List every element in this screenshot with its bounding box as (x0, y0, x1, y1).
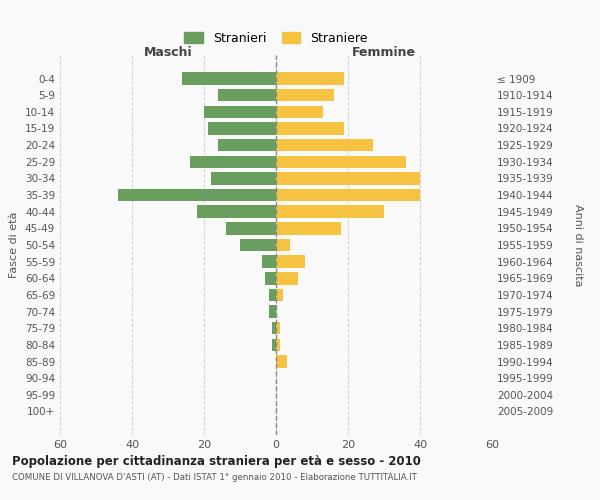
Text: COMUNE DI VILLANOVA D'ASTI (AT) - Dati ISTAT 1° gennaio 2010 - Elaborazione TUTT: COMUNE DI VILLANOVA D'ASTI (AT) - Dati I… (12, 472, 417, 482)
Bar (265, 272, 276, 284)
Bar (276, 156, 406, 168)
Text: Femmine: Femmine (352, 46, 416, 59)
Bar (272, 322, 276, 334)
Bar (211, 172, 276, 184)
Bar (276, 72, 344, 85)
Bar (218, 89, 276, 102)
Bar (276, 89, 334, 102)
Bar (118, 189, 276, 202)
Bar (276, 122, 344, 134)
Bar (276, 322, 280, 334)
Bar (276, 189, 420, 202)
Bar (226, 222, 276, 234)
Bar (190, 156, 276, 168)
Bar (276, 106, 323, 118)
Y-axis label: Fasce di età: Fasce di età (10, 212, 19, 278)
Bar (276, 172, 420, 184)
Bar (276, 356, 287, 368)
Text: Maschi: Maschi (143, 46, 193, 59)
Text: Popolazione per cittadinanza straniera per età e sesso - 2010: Popolazione per cittadinanza straniera p… (12, 455, 421, 468)
Bar (208, 122, 276, 134)
Bar (276, 239, 290, 251)
Bar (204, 106, 276, 118)
Bar (272, 338, 276, 351)
Bar (276, 338, 280, 351)
Bar (197, 206, 276, 218)
Bar (276, 206, 384, 218)
Y-axis label: Anni di nascita: Anni di nascita (573, 204, 583, 286)
Bar (182, 72, 276, 85)
Bar (276, 256, 305, 268)
Bar (218, 139, 276, 151)
Bar (276, 272, 298, 284)
Legend: Stranieri, Straniere: Stranieri, Straniere (179, 27, 373, 50)
Bar (276, 222, 341, 234)
Bar (262, 256, 276, 268)
Bar (269, 306, 276, 318)
Bar (276, 139, 373, 151)
Bar (269, 288, 276, 301)
Bar (276, 288, 283, 301)
Bar (240, 239, 276, 251)
